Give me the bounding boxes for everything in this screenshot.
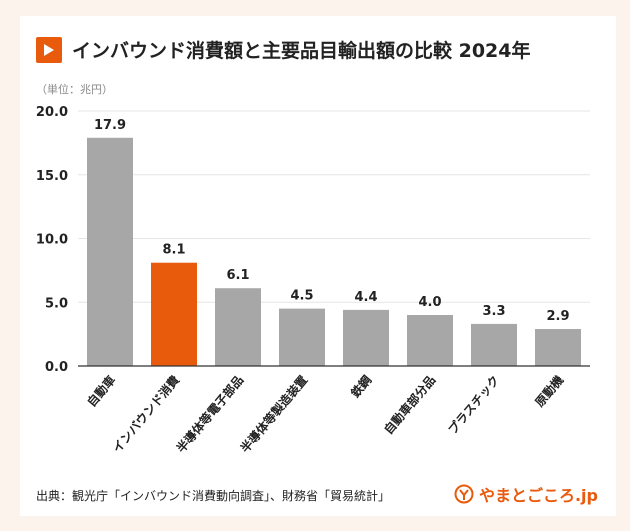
data-label: 4.0 bbox=[418, 295, 441, 310]
x-tick-label: 鉄鋼 bbox=[347, 372, 374, 400]
x-tick-label: インバウンド消費 bbox=[109, 372, 182, 455]
data-label: 4.4 bbox=[354, 290, 377, 305]
y-tick-label: 5.0 bbox=[45, 296, 68, 311]
data-label: 17.9 bbox=[94, 118, 126, 133]
bar bbox=[279, 308, 325, 366]
bar bbox=[471, 323, 517, 366]
x-tick-label: 半導体等電子部品 bbox=[173, 372, 246, 455]
data-label: 2.9 bbox=[546, 309, 569, 324]
data-label: 4.5 bbox=[290, 289, 313, 304]
y-tick-label: 10.0 bbox=[36, 233, 68, 248]
logo-icon bbox=[454, 484, 474, 504]
data-label: 3.3 bbox=[482, 304, 505, 319]
x-tick-label: プラスチック bbox=[445, 372, 503, 437]
chart-title: インバウンド消費額と主要品目輸出額の比較 2024年 bbox=[72, 40, 531, 62]
title-row: インバウンド消費額と主要品目輸出額の比較 2024年 bbox=[36, 36, 531, 63]
x-tick-label: 原動機 bbox=[532, 372, 567, 409]
y-tick-label: 15.0 bbox=[36, 169, 68, 184]
brand-name: やまとごころ.jp bbox=[478, 486, 598, 505]
play-icon bbox=[36, 36, 62, 63]
y-tick-label: 20.0 bbox=[36, 105, 68, 120]
data-label: 8.1 bbox=[162, 243, 185, 258]
data-label: 6.1 bbox=[226, 268, 249, 283]
x-tick-label: 半導体等製造装置 bbox=[237, 372, 310, 455]
bar bbox=[407, 315, 453, 366]
chart-card: インバウンド消費額と主要品目輸出額の比較 2024年 （単位：兆円） 0.0 5.… bbox=[20, 16, 616, 516]
bar bbox=[343, 309, 389, 366]
bar bbox=[535, 329, 581, 366]
x-tick-label: 自動車 bbox=[84, 372, 119, 409]
unit-label: （単位：兆円） bbox=[36, 83, 113, 96]
y-tick-label: 0.0 bbox=[45, 360, 68, 375]
bar-chart: 0.0 5.0 10.0 15.0 20.0 17.9 自動車 8.1 インバウンド消費 6.1 半… bbox=[36, 105, 590, 455]
bar bbox=[151, 262, 197, 366]
x-tick-label: 自動車部分品 bbox=[381, 372, 439, 437]
brand: やまとごころ.jp bbox=[454, 482, 598, 506]
bar bbox=[87, 137, 133, 366]
source-note: 出典：観光庁「インバウンド消費動向調査」、財務省「貿易統計」 bbox=[36, 489, 391, 503]
bar bbox=[215, 288, 261, 366]
